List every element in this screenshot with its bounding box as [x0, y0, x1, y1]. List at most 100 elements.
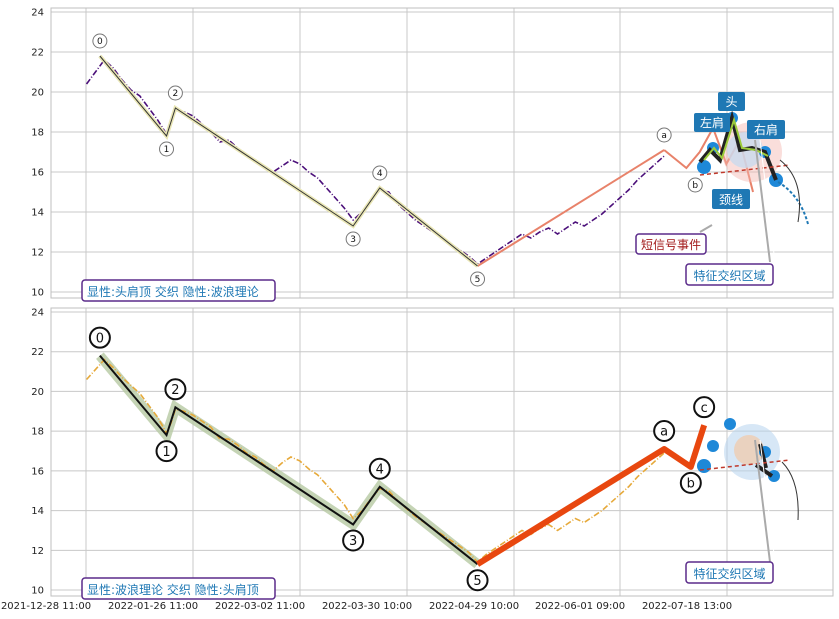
- x-tick-label: 2022-04-29 10:00: [429, 601, 519, 612]
- bottom-frame: [50, 307, 834, 597]
- wave-marker-label: 3: [349, 534, 357, 549]
- y-tick-label: 20: [31, 88, 44, 99]
- wave-marker-label: 3: [350, 235, 356, 245]
- projection-curve: [779, 159, 801, 223]
- y-tick-label: 14: [31, 506, 44, 517]
- left-shoulder-box: [694, 113, 730, 132]
- wave-marker-circle: [155, 440, 178, 463]
- hs-dot: [697, 459, 711, 473]
- wave-marker-circle: [653, 420, 676, 443]
- x-tick-labels: 2021-12-28 11:00 2022-01-26 11:00 2022-03-…: [1, 601, 732, 612]
- y-tick-label: 18: [31, 128, 44, 139]
- wave-marker-circle: [88, 326, 111, 349]
- head-label: 头: [725, 95, 737, 109]
- bottom-series: [85, 352, 708, 569]
- y-tick-label: 24: [31, 307, 44, 318]
- wave-marker-circle: [342, 529, 365, 552]
- right-shoulder-label: 右肩: [754, 122, 778, 137]
- top-frame: [50, 7, 834, 299]
- wave-marker-circle: [466, 569, 489, 592]
- callout-line-inner: [759, 439, 776, 563]
- wave-marker-label: b: [687, 477, 695, 492]
- y-tick-label: 16: [31, 466, 44, 477]
- feature-zone-box-bottom: [685, 561, 774, 584]
- y-tick-label: 12: [31, 546, 44, 557]
- bottom-wave-labels: 0 1 2 3 4 5 a b c: [88, 326, 716, 592]
- y-tick-label: 10: [31, 288, 44, 299]
- wave-marker-circle: [159, 141, 175, 157]
- y-tick-label: 22: [31, 48, 44, 59]
- x-tick-label: 2022-01-26 11:00: [108, 601, 198, 612]
- wave-marker-circle: [345, 231, 361, 247]
- wave-marker-circle: [470, 271, 486, 287]
- projection-curve: [781, 461, 799, 521]
- callout-line: [754, 139, 771, 263]
- top-y-ticks: 24 22 20 18 16 14 12 10: [31, 8, 44, 299]
- short-signal-label: 短信号事件: [641, 238, 701, 252]
- projection-arrow: [777, 181, 809, 225]
- x-tick-label: 2022-03-02 11:00: [215, 601, 305, 612]
- wave-marker-label: 1: [164, 145, 170, 155]
- y-tick-label: 10: [31, 586, 44, 597]
- right-shoulder-box: [747, 120, 785, 139]
- top-info-box: [81, 279, 276, 302]
- x-tick-label: 2022-03-30 10:00: [322, 601, 412, 612]
- y-tick-label: 20: [31, 387, 44, 398]
- head-label-box: [718, 92, 745, 111]
- hs-dot: [697, 160, 711, 174]
- bottom-hs-decor: [697, 418, 799, 563]
- y-tick-label: 14: [31, 208, 44, 219]
- feature-zone-box-top: [685, 263, 774, 286]
- callout-line: [754, 439, 771, 563]
- series-line-0: [85, 358, 665, 564]
- wave-marker-circle: [167, 85, 183, 101]
- neckline: [699, 459, 791, 471]
- y-tick-label: 24: [31, 8, 44, 19]
- neckline-box: [712, 189, 750, 209]
- wave-line: [99, 355, 479, 566]
- hs-dot: [707, 440, 719, 452]
- wave-line: [99, 55, 478, 267]
- series-line-1: [477, 149, 665, 267]
- y-tick-label: 12: [31, 248, 44, 259]
- neckline: [699, 164, 791, 176]
- y-tick-label: 22: [31, 347, 44, 358]
- wave-marker-label: c: [701, 401, 708, 416]
- wave-marker-label: 4: [377, 169, 383, 179]
- wave-marker-label: 4: [376, 462, 384, 477]
- x-tick-label: 2022-07-18 13:00: [642, 601, 732, 612]
- wave-marker-circle: [693, 396, 716, 419]
- bottom-info-box: [81, 577, 276, 600]
- bottom-y-ticks: 24 22 20 18 16 14 12 10: [31, 307, 44, 596]
- wave-marker-circle: [372, 165, 388, 181]
- x-tick-label: 2021-12-28 11:00: [1, 601, 91, 612]
- top-info-label: 显性:头肩顶 交织 隐性:波浪理论: [87, 284, 259, 299]
- neckline-label: 颈线: [719, 193, 743, 207]
- wave-marker-label: 0: [96, 331, 104, 346]
- wave-marker-label: 5: [475, 275, 481, 285]
- bottom-info-label: 显性:波浪理论 交织 隐性:头肩顶: [87, 582, 259, 597]
- short-signal-box: [635, 233, 707, 255]
- wave-marker-label: a: [661, 131, 667, 141]
- wave-marker-circle: [687, 177, 703, 193]
- left-shoulder-label: 左肩: [700, 115, 724, 130]
- wave-marker-label: a: [660, 425, 668, 440]
- hs-dot: [724, 418, 736, 430]
- wave-marker-circle: [164, 378, 187, 401]
- wave-marker-circle: [92, 33, 108, 49]
- wave-marker-label: 2: [173, 89, 179, 99]
- feature-zone-label-bottom: 特征交织区域: [693, 566, 765, 581]
- y-tick-label: 16: [31, 168, 44, 179]
- wave-marker-circle: [679, 471, 702, 494]
- wave-marker-label: 0: [97, 37, 103, 47]
- top-wave-labels: 0 1 2 3 4 5 a b: [92, 33, 703, 287]
- hs-labels: 头 左肩 右肩 颈线 短信号事件 特征交织区域 显性:头肩顶 交织 隐性:波浪理…: [81, 92, 785, 302]
- corrective-wave-line: [475, 424, 708, 567]
- callout-line-inner: [759, 139, 776, 263]
- bottom-plot-area: [51, 308, 833, 596]
- wave-marker-circle: [368, 457, 391, 480]
- wave-marker-label: b: [692, 181, 698, 191]
